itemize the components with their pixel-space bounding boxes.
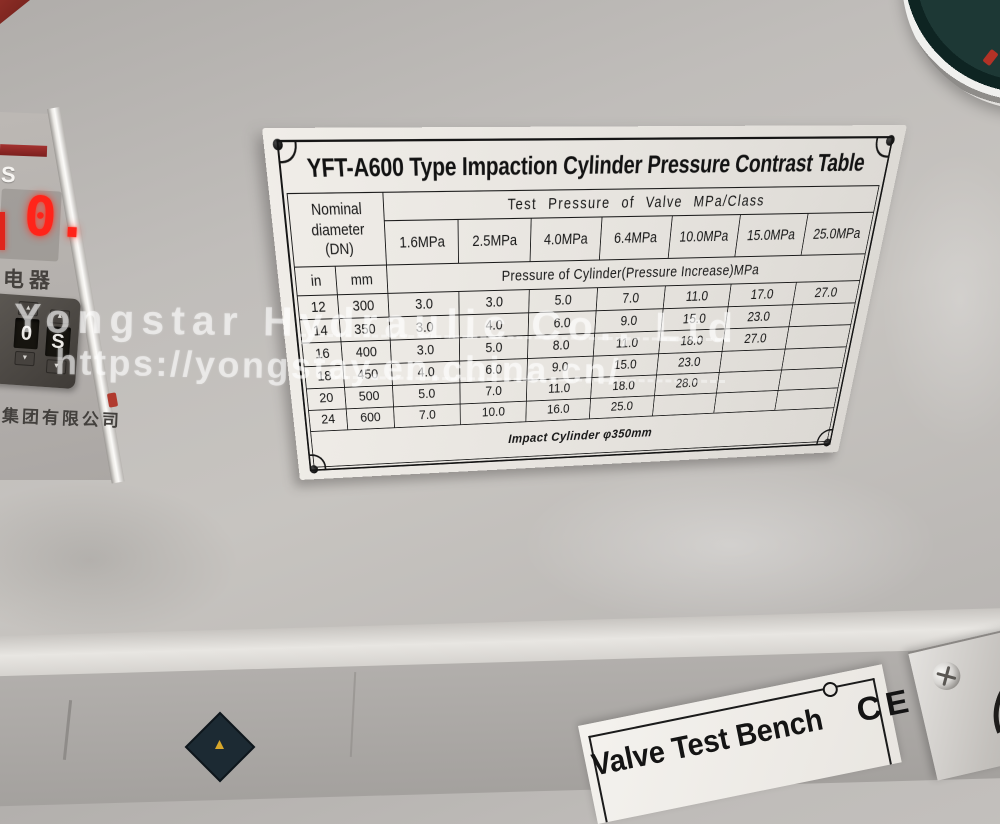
- table-header-cell: 2.5MPa: [458, 218, 532, 264]
- relay-unit-label: S: [0, 161, 17, 188]
- warning-triangle-icon: [215, 740, 224, 749]
- table-header-cell: Nominal diameter (DN): [287, 192, 387, 268]
- curved-arrow-mark: [983, 659, 1000, 762]
- table-cell: [784, 325, 851, 349]
- red-corner-object: [0, 0, 30, 24]
- table-cell: 27.0: [792, 280, 860, 306]
- table-header-cell: 25.0MPa: [800, 212, 874, 256]
- down-arrow-button[interactable]: ▼: [14, 350, 36, 367]
- relay-label-chinese: 电器: [2, 268, 56, 293]
- paint-sheen: [880, 150, 1000, 450]
- relay-red-indicator-bar: [0, 144, 48, 157]
- table-cell: [781, 346, 847, 370]
- table-header-cell: 6.4MPa: [599, 215, 673, 261]
- relay-red-tab: [106, 392, 119, 408]
- table-header-cell: 1.6MPa: [384, 219, 459, 266]
- table-header-cell: 15.0MPa: [734, 213, 808, 258]
- table-cell: 24: [308, 408, 348, 432]
- table-header-cell: in: [294, 266, 338, 297]
- led-digit: 0.: [22, 184, 91, 251]
- table-cell: 23.0: [656, 350, 723, 375]
- table-cell: 28.0: [654, 372, 720, 396]
- watermark-url: https://yongstay.en.china.cn/: [54, 341, 622, 392]
- paint-shadow: [0, 480, 240, 640]
- table-cell: [716, 369, 782, 393]
- table-cell: 20: [306, 387, 347, 411]
- table-header-cell: mm: [335, 265, 388, 296]
- nameplate-title: YFT-A600 Type Impaction Cylinder Pressur…: [305, 148, 868, 183]
- table-cell: 17.0: [728, 282, 797, 308]
- table-cell: [788, 303, 856, 328]
- paint-sheen: [520, 460, 940, 630]
- table-header-cell: 4.0MPa: [529, 217, 603, 262]
- table-cell: [719, 348, 785, 373]
- philips-screw-icon: [929, 659, 964, 693]
- table-header-cell: 10.0MPa: [667, 214, 741, 259]
- led-digit-partial: [0, 212, 5, 250]
- table-cell: [777, 367, 843, 391]
- table-cell: 600: [346, 406, 395, 430]
- machine-surface: S 0. 电器 ▲ 0 ▼ ▲ S ▼ 集团有限公司 YFT-A600 Type…: [0, 0, 1000, 751]
- relay-company-label: 集团有限公司: [1, 406, 123, 431]
